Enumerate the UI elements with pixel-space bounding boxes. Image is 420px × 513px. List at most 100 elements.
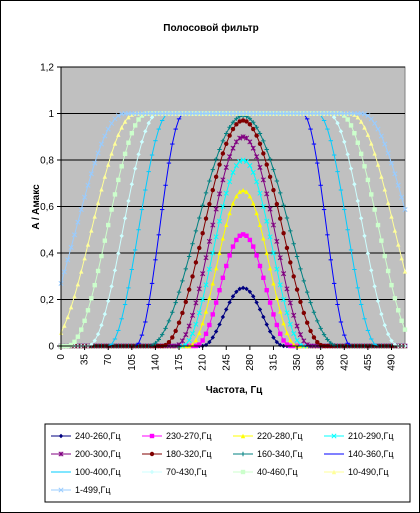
series-marker [254, 133, 259, 138]
y-axis-title: A / Aмакс [31, 184, 42, 230]
series-marker [388, 160, 395, 166]
series-marker [251, 244, 256, 249]
series-marker [115, 113, 121, 119]
series-marker [382, 253, 387, 259]
series-marker [234, 116, 239, 121]
series-marker [257, 222, 263, 228]
series-marker [267, 329, 273, 334]
series-marker [375, 222, 381, 228]
series-marker [254, 179, 260, 185]
series-marker [278, 309, 283, 314]
series-marker [270, 250, 277, 256]
series-marker [281, 231, 286, 236]
series-marker [277, 255, 283, 261]
series-marker [122, 216, 128, 221]
series-marker [244, 119, 249, 124]
series-marker [224, 131, 229, 136]
series-marker [233, 163, 239, 169]
series-marker [203, 331, 209, 337]
series-marker [207, 295, 212, 301]
series-marker [102, 238, 108, 243]
series-marker [301, 278, 307, 284]
series-marker [251, 120, 256, 125]
series-marker [301, 310, 307, 316]
series-marker [257, 131, 263, 136]
series-marker [189, 330, 196, 337]
series-marker [240, 433, 246, 439]
series-marker [203, 190, 209, 196]
series-marker [79, 327, 84, 332]
series-marker [183, 266, 188, 272]
series-marker [365, 251, 371, 256]
series-marker [176, 289, 182, 295]
series-marker [227, 179, 233, 185]
series-marker [240, 469, 246, 475]
series-marker [278, 216, 283, 221]
series-marker [345, 152, 350, 157]
series-marker [321, 332, 327, 337]
legend-item: 210-290,Гц [324, 431, 394, 441]
series-marker [82, 318, 87, 323]
series-marker [189, 312, 196, 318]
series-marker [200, 271, 206, 277]
series-marker [230, 169, 236, 176]
series-marker [389, 338, 394, 343]
series-marker [288, 228, 293, 234]
series-12 [58, 110, 408, 286]
y-tick-label: 0,2 [40, 295, 54, 306]
series-marker [308, 300, 313, 305]
series-marker [213, 156, 219, 162]
series-marker [197, 330, 202, 336]
series-marker [230, 201, 236, 206]
series-marker [200, 338, 205, 343]
series-marker [224, 141, 229, 146]
series-marker [264, 191, 270, 197]
series-marker [203, 216, 209, 221]
series-marker [257, 307, 263, 312]
series-marker [244, 286, 249, 292]
series-marker [294, 337, 300, 343]
series-marker [68, 244, 74, 250]
series-marker [251, 294, 256, 299]
series-marker [153, 340, 158, 346]
series-marker [270, 222, 277, 228]
series-marker [217, 147, 222, 152]
series-marker [163, 326, 168, 331]
x-tick-label: 490 [387, 354, 398, 371]
series-marker [294, 287, 300, 292]
series-marker [308, 328, 313, 334]
series-marker [396, 308, 401, 313]
series-marker [315, 339, 320, 345]
series-marker [244, 233, 249, 238]
series-marker [385, 200, 391, 205]
series-marker [126, 114, 131, 120]
series-marker [237, 119, 242, 124]
series-marker [149, 469, 155, 475]
series-marker [274, 178, 280, 184]
series-marker [203, 309, 209, 314]
series-marker [210, 222, 216, 228]
series-marker [119, 125, 124, 130]
series-marker [291, 241, 296, 246]
series-marker [109, 207, 114, 212]
series-marker [281, 338, 286, 343]
series-marker [372, 207, 377, 212]
series-marker [92, 282, 97, 288]
series-marker [213, 329, 219, 334]
legend-item: 160-340,Гц [233, 449, 303, 459]
series-marker [375, 298, 381, 304]
legend-item: 220-280,Гц [233, 431, 303, 441]
series-marker [98, 141, 105, 147]
series-marker [378, 133, 384, 139]
legend-label: 1-499,Гц [75, 485, 111, 495]
series-marker [392, 296, 398, 301]
series-marker [65, 257, 71, 263]
series-marker [365, 132, 371, 137]
series-marker [392, 171, 398, 177]
series-marker [203, 255, 209, 261]
legend-label: 40-460,Гц [257, 467, 298, 477]
series-marker [213, 206, 219, 212]
series-marker [392, 228, 398, 233]
series-marker [287, 321, 293, 327]
series-marker [331, 469, 337, 475]
